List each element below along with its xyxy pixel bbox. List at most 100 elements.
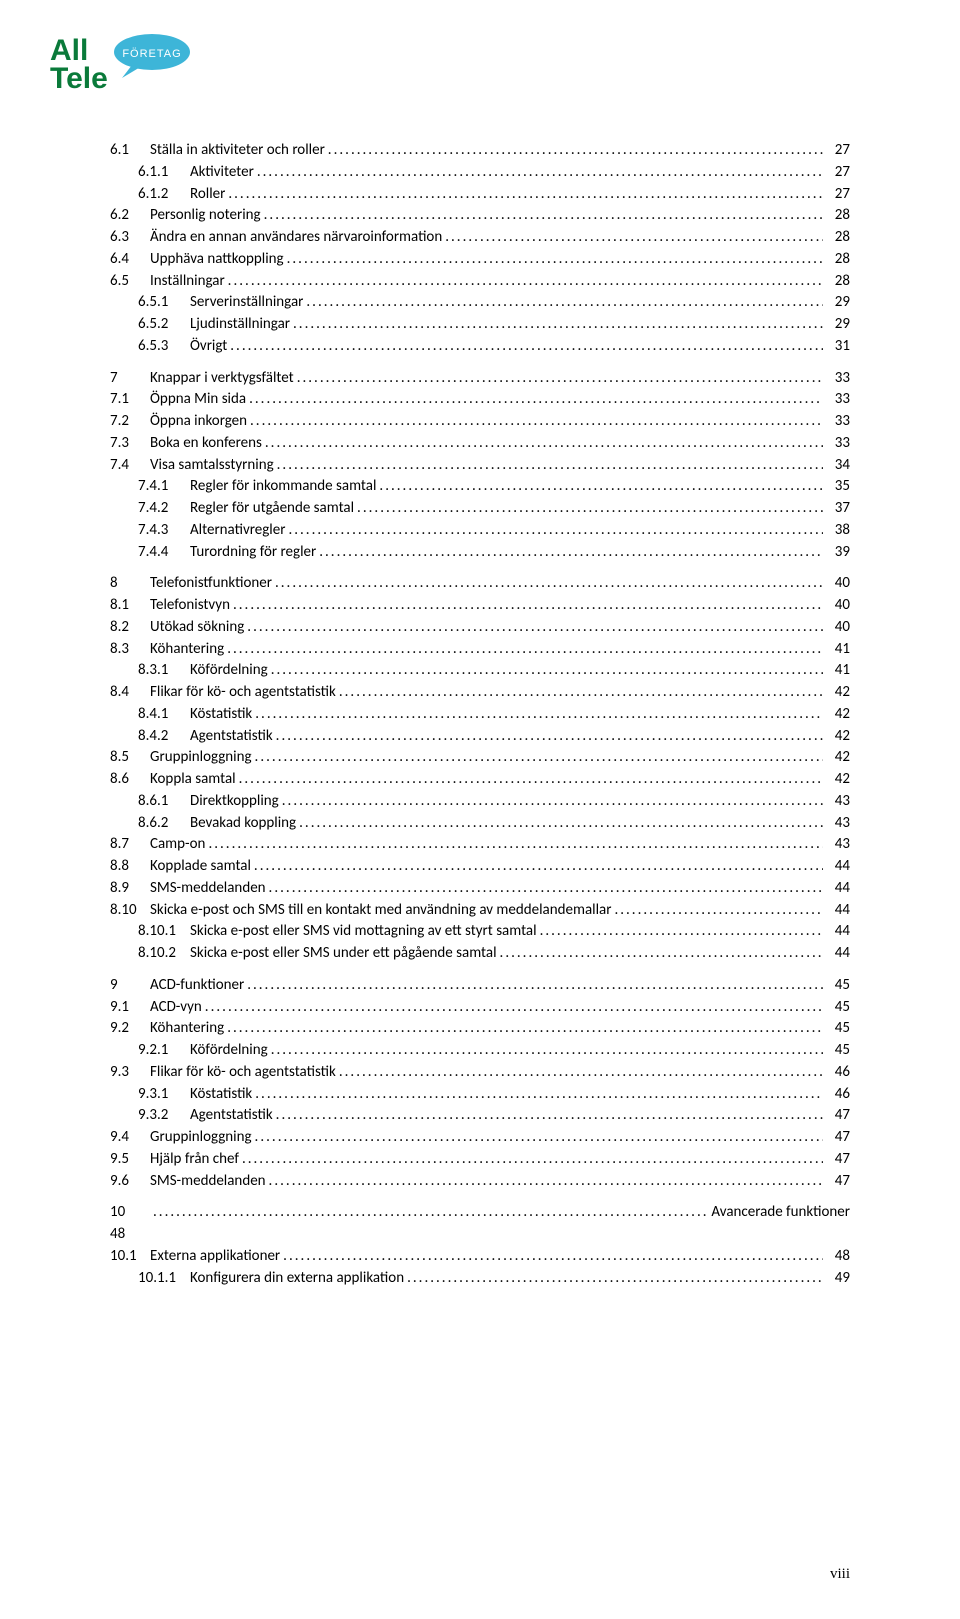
toc-number: 6.5.1 [138,292,190,314]
toc-title: Regler för inkommande samtal [190,476,376,498]
toc-leader [500,943,823,965]
toc-number: 8.5 [110,747,150,769]
toc-number: 8.9 [110,878,150,900]
toc-number: 8.7 [110,834,150,856]
toc-entry: 9.3.2Agentstatistik47 [110,1105,850,1127]
toc-entry: 9.3.1Köstatistik46 [110,1084,850,1106]
toc-title: Koppla samtal [150,769,236,791]
toc-number: 6.4 [110,249,150,271]
toc-leader [293,314,823,336]
toc-entry: 7.4.4Turordning för regler39 [110,542,850,564]
toc-page: 40 [826,595,850,617]
toc-entry: 8.3.1Köfördelning41 [110,660,850,682]
toc-page: 29 [826,314,850,336]
toc-entry: 7.4.1Regler för inkommande samtal35 [110,476,850,498]
toc-number: 6.1.1 [138,162,190,184]
toc-leader [445,227,823,249]
toc-title: Camp-on [150,834,205,856]
toc-leader [227,639,823,661]
toc-page: 45 [826,1040,850,1062]
toc-leader [339,1062,823,1084]
toc-page: 46 [826,1084,850,1106]
toc-entry: 7Knappar i verktygsfältet33 [110,368,850,390]
toc-leader [269,878,823,900]
toc-page: 33 [826,433,850,455]
toc-title: Visa samtalsstyrning [150,455,274,477]
toc-entry: 6.5.2Ljudinställningar29 [110,314,850,336]
toc-leader [247,975,823,997]
toc-number: 8.4.1 [138,704,190,726]
toc-entry: 9.2Köhantering45 [110,1018,850,1040]
toc-page: 35 [826,476,850,498]
toc-number: 8.6 [110,769,150,791]
toc-number: 9.2 [110,1018,150,1040]
toc-page: 41 [826,639,850,661]
toc-leader [153,1202,708,1224]
toc-page: 42 [826,769,850,791]
toc-leader [271,1040,823,1062]
toc-title: Direktkoppling [190,791,279,813]
toc-page: 27 [826,162,850,184]
toc-title: Gruppinloggning [150,747,252,769]
toc-entry: 8.5Gruppinloggning42 [110,747,850,769]
toc-page: 31 [826,336,850,358]
toc-leader [269,1171,823,1193]
toc-leader [297,368,823,390]
toc-number: 8.3.1 [138,660,190,682]
toc-entry: 8.9SMS-meddelanden44 [110,878,850,900]
toc-entry: 7.1Öppna Min sida 33 [110,389,850,411]
toc-number: 10 [110,1202,150,1224]
toc-number: 9.2.1 [138,1040,190,1062]
toc-number: 7.4.4 [138,542,190,564]
toc-title: Alternativregler [190,520,285,542]
toc-entry: 9.2.1Köfördelning45 [110,1040,850,1062]
toc-title: Köfördelning [190,660,268,682]
toc-entry: 10.1.1Konfigurera din externa applikatio… [110,1268,850,1290]
toc-leader [249,389,823,411]
toc-page: 33 [826,389,850,411]
toc-leader [283,1246,823,1268]
toc-entry: 8.4Flikar för kö- och agentstatistik42 [110,682,850,704]
toc-leader [288,520,823,542]
toc-leader [275,573,823,595]
toc-title: Personlig notering [150,205,261,227]
toc-entry: 9ACD-funktioner45 [110,975,850,997]
toc-number: 6.1 [110,140,150,162]
toc-entry: 6.5Inställningar28 [110,271,850,293]
toc-entry: 6.1.2Roller27 [110,184,850,206]
toc-entry: 9.4Gruppinloggning47 [110,1127,850,1149]
toc-leader [407,1268,823,1290]
toc-leader [255,1127,823,1149]
toc-leader [208,834,823,856]
toc-entry: 6.1.1Aktiviteter27 [110,162,850,184]
toc-page: 43 [826,813,850,835]
toc-title: Skicka e-post och SMS till en kontakt me… [150,900,611,922]
toc-page: 39 [826,542,850,564]
toc-title: Serverinställningar [190,292,303,314]
toc-number: 9.1 [110,997,150,1019]
toc-entry: 6.5.1Serverinställningar29 [110,292,850,314]
toc-number: 7.1 [110,389,150,411]
toc-page: 40 [826,617,850,639]
toc-number: 8.4 [110,682,150,704]
toc-page: 40 [826,573,850,595]
toc-page: 38 [826,520,850,542]
toc-title: Öppna Min sida [150,389,246,411]
toc-number: 7.2 [110,411,150,433]
toc-title: Konfigurera din externa applikation [190,1268,404,1290]
toc-page: 44 [826,878,850,900]
toc-leader [228,184,823,206]
toc-leader [233,595,823,617]
toc-title: Skicka e-post eller SMS under ett pågåen… [190,943,497,965]
toc-title: Övrigt [190,336,227,358]
toc-entry: 6.1Ställa in aktiviteter och roller27 [110,140,850,162]
toc-title: Telefonistfunktioner [150,573,272,595]
toc-number: 8.6.1 [138,791,190,813]
toc-number: 8.3 [110,639,150,661]
toc-leader [264,205,823,227]
toc-entry: 8.6.2Bevakad koppling43 [110,813,850,835]
toc-leader [379,476,823,498]
toc-page: 42 [826,726,850,748]
toc-leader [276,1105,823,1127]
toc-leader [339,682,823,704]
